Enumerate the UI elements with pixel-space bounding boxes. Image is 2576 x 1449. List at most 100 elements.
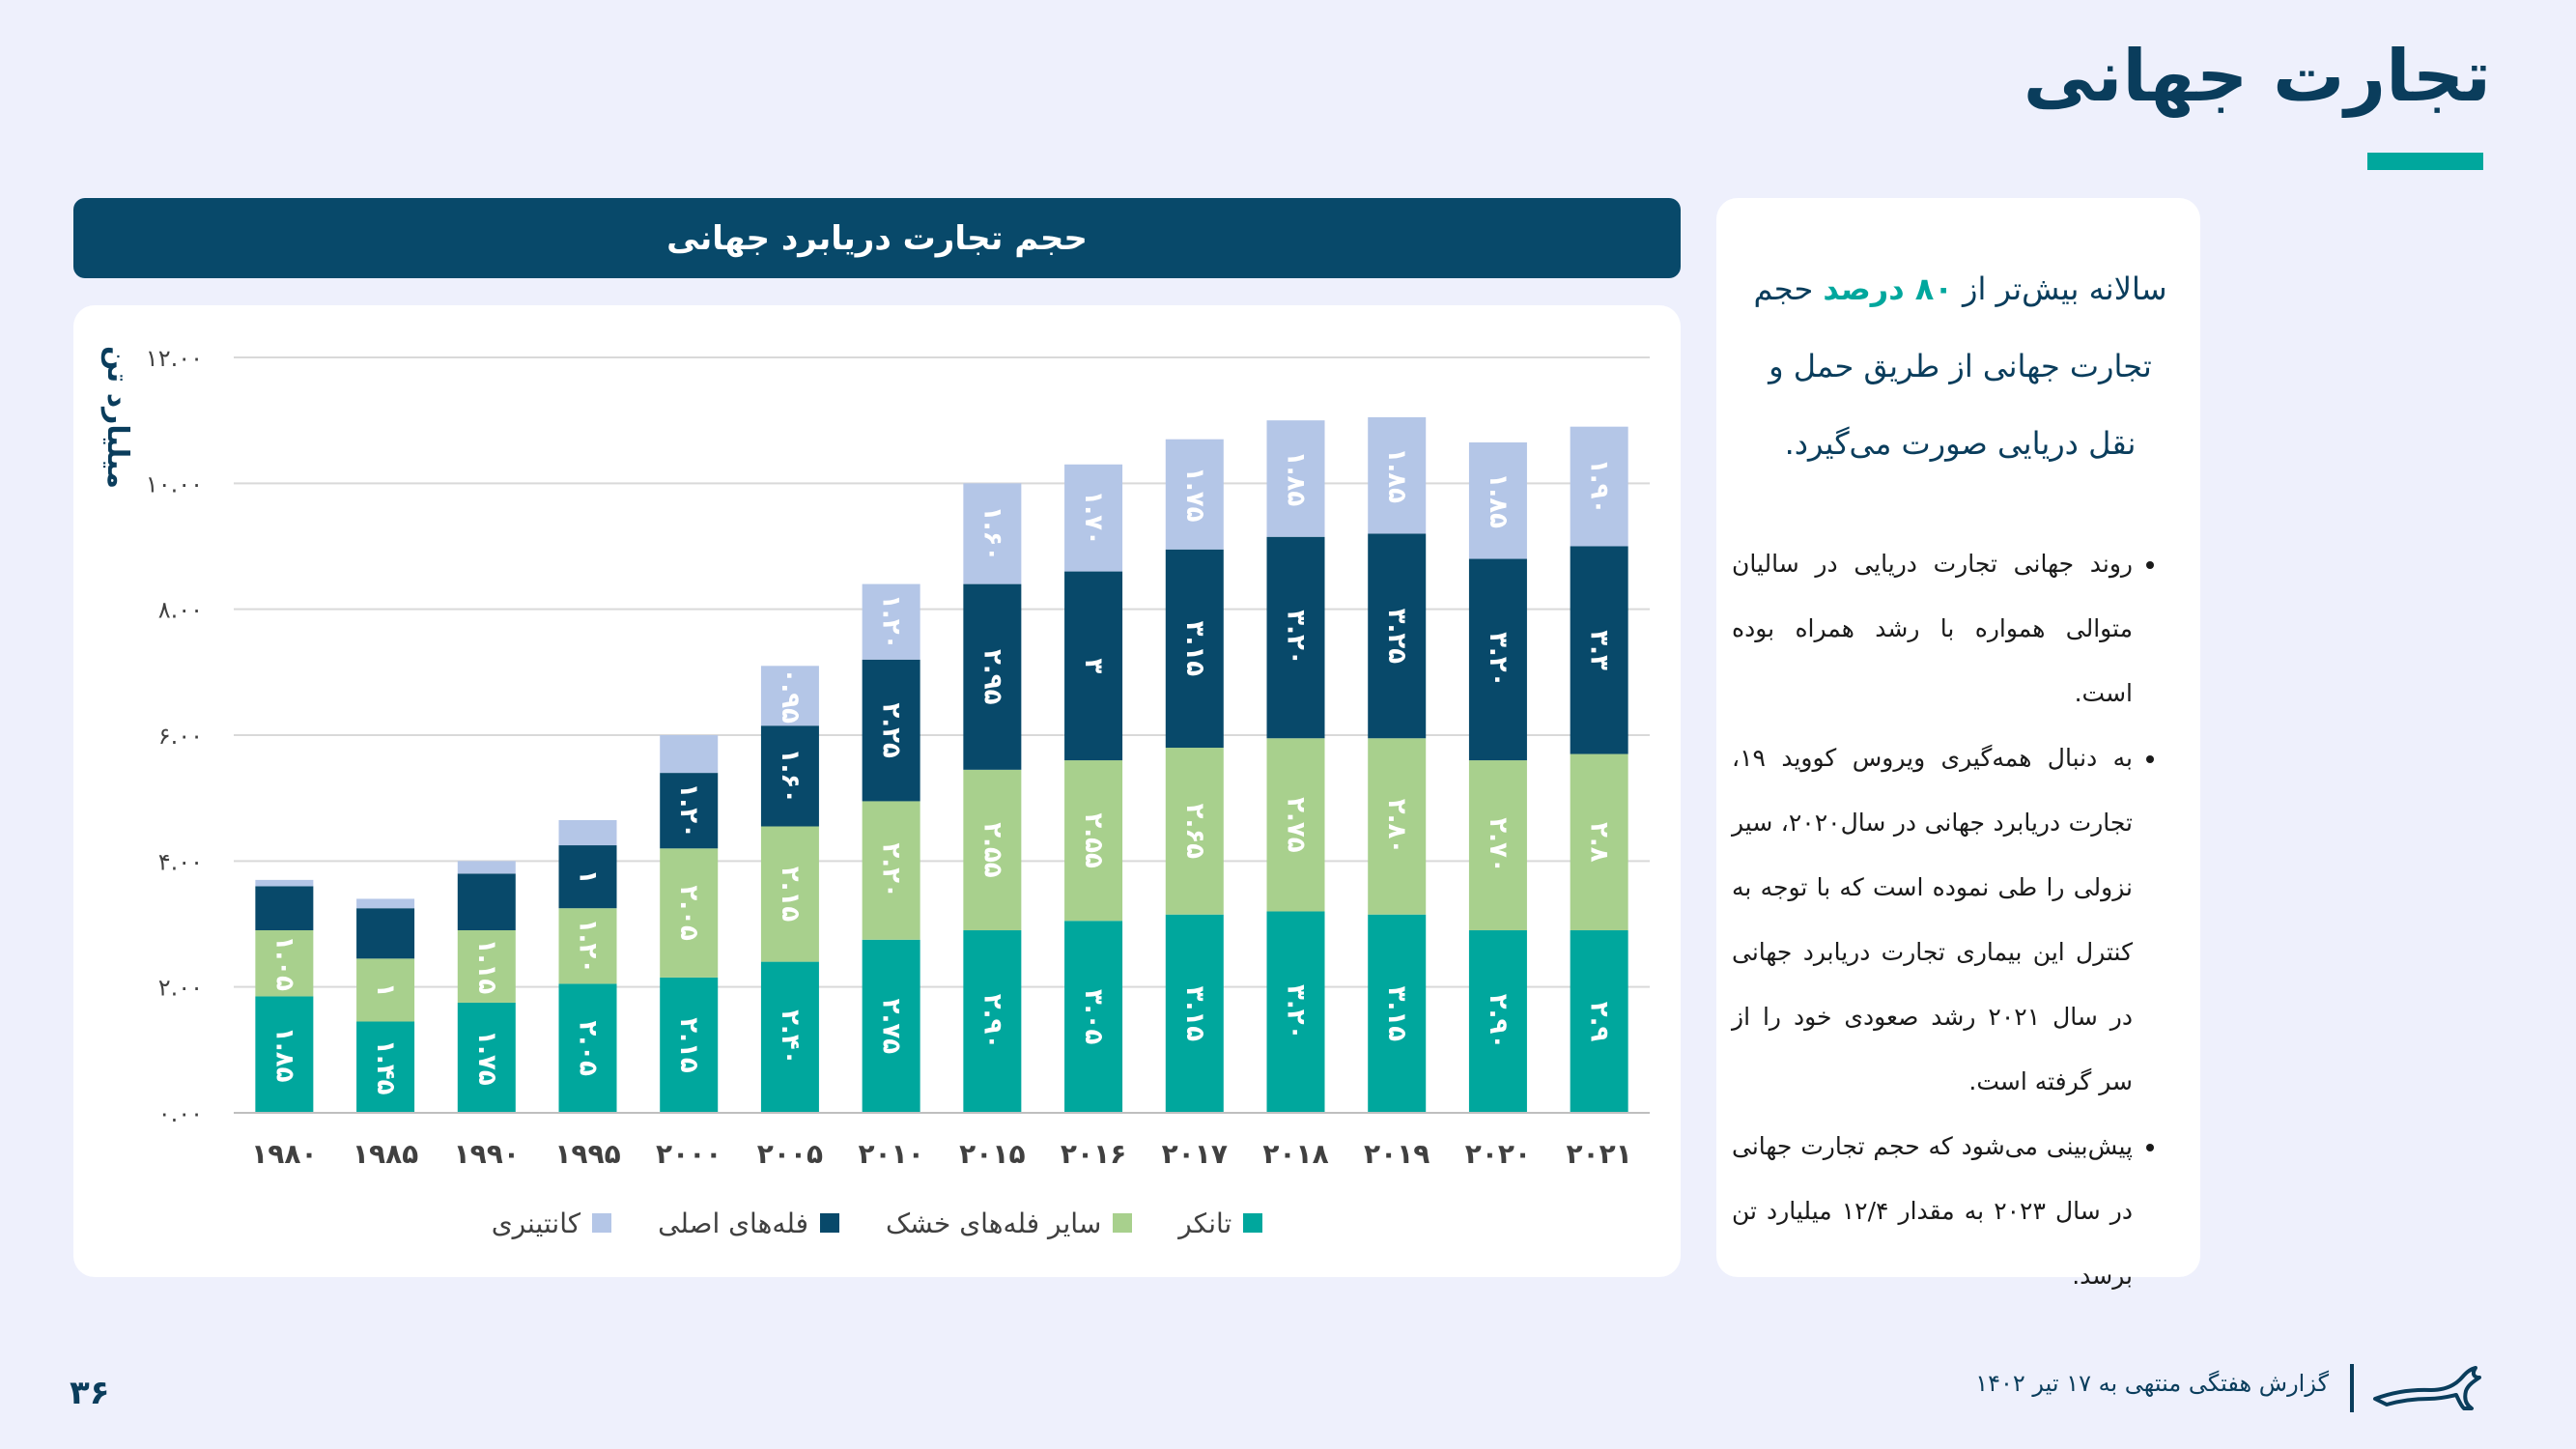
- y-tick-label: ۱۲.۰۰: [146, 345, 203, 372]
- bar-segment: [862, 583, 920, 660]
- x-tick-label: ۲۰۱۵: [959, 1138, 1025, 1170]
- legend-item: تانکر: [1178, 1207, 1263, 1239]
- bar-value-label: ۱.۸۵: [1382, 447, 1411, 503]
- bar-value-label: ۱.۲۰: [877, 594, 906, 649]
- bar-segment: [660, 773, 719, 849]
- bar-segment: [862, 659, 920, 802]
- bar-value-label: ۳.۰۵: [1079, 989, 1108, 1045]
- bar-segment: [660, 848, 719, 978]
- bar-value-label: ۱.۴۵: [371, 1039, 400, 1095]
- bar-value-label: ۲.۴۰: [776, 1009, 805, 1065]
- legend-label: تانکر: [1178, 1207, 1232, 1239]
- bar-value-label: ۱.۲۰: [574, 919, 603, 974]
- bar-segment: [1165, 748, 1224, 915]
- bar-value-label: ۱.۷۵: [472, 1030, 501, 1086]
- x-tick-label: ۱۹۸۰: [251, 1138, 317, 1170]
- chart-legend: تانکر سایر فله‌های خشک فله‌های اصلی کانتینر…: [73, 1202, 1681, 1244]
- x-tick-label: ۲۰۱۰: [858, 1138, 923, 1170]
- bar-segment: [1570, 546, 1628, 754]
- bar-segment: [1064, 464, 1123, 572]
- bar-segment: [1468, 441, 1527, 559]
- bull-logo-icon: [2373, 1366, 2481, 1410]
- page-number: ۳۶: [70, 1374, 110, 1412]
- bar-segment: [356, 958, 415, 1022]
- legend-label: فله‌های اصلی: [658, 1207, 809, 1239]
- bar-value-label: ۳.۱۵: [1382, 986, 1411, 1042]
- chart-card: ۰.۰۰ ۲.۰۰ ۴.۰۰ ۶.۰۰ ۸.۰۰ ۱۰.۰۰ ۱۲.۰۰ میلیارد تن…: [73, 305, 1681, 1277]
- bar-value-label: ۳.۲۵: [1382, 609, 1411, 665]
- chart-header-label: حجم تجارت دریابرد جهانی: [666, 218, 1088, 258]
- legend-item: سایر فله‌های خشک: [886, 1207, 1133, 1239]
- bar-segment: [1468, 930, 1527, 1113]
- x-tick-label: ۲۰۱۶: [1061, 1138, 1126, 1170]
- bar-value-label: ۲.۹۰: [977, 994, 1006, 1049]
- x-tick-label: ۱۹۸۵: [353, 1138, 418, 1170]
- bar-segment: [963, 769, 1022, 931]
- bar-value-label: ۳.۱۵: [1180, 986, 1209, 1042]
- bar-value-label: ۱: [371, 982, 400, 998]
- summary-card: سالانه بیش‌تر از ۸۰ درصد حجم تجارت جهانی…: [1716, 198, 2200, 1290]
- bar-segment: [963, 483, 1022, 584]
- bar-segment: [457, 861, 516, 874]
- bar-value-label: ۱.۸۵: [1282, 451, 1311, 507]
- bullet-item: پیش‌بینی می‌شود که حجم تجارت جهانی در سا…: [1732, 1114, 2133, 1308]
- bar-segment: [1468, 558, 1527, 761]
- x-tick-label: ۱۹۹۵: [554, 1138, 620, 1170]
- bar-value-label: ۱.۶۰: [776, 749, 805, 804]
- x-tick-label: ۱۹۹۰: [454, 1138, 520, 1170]
- bar-value-label: ۱.۰۵: [269, 935, 298, 991]
- bar-segment: [1368, 738, 1427, 915]
- x-tick-label: ۲۰۱۸: [1262, 1138, 1328, 1170]
- bar-value-label: ۱.۶۰: [977, 506, 1006, 561]
- bar-value-label: ۱.۷۰: [1079, 490, 1108, 545]
- legend-label: کانتینری: [491, 1207, 581, 1239]
- bar-value-label: ۱.۱۵: [472, 939, 501, 995]
- bar-segment: [1468, 760, 1527, 931]
- y-tick-label: ۱۰.۰۰: [146, 470, 203, 497]
- bar-segment: [255, 996, 314, 1113]
- bar-segment: [963, 930, 1022, 1113]
- bar-segment: [1368, 416, 1427, 534]
- bar-value-label: ۲.۱۵: [674, 1017, 703, 1073]
- bar-segment: [862, 801, 920, 940]
- bar-segment: [1266, 536, 1325, 739]
- legend-label: سایر فله‌های خشک: [886, 1207, 1102, 1239]
- bar-value-label: ۱.۸۵: [1484, 473, 1513, 529]
- legend-swatch: [1113, 1213, 1133, 1233]
- bar-segment: [255, 930, 314, 997]
- footer-report-title: گزارش هفتگی منتهی به ۱۷ تیر ۱۴۰۲: [1975, 1370, 2329, 1397]
- bar-segment: [558, 908, 617, 984]
- bar-value-label: ۲.۹۵: [977, 649, 1006, 705]
- bar-value-label: ۱.۲۰: [674, 782, 703, 838]
- bar-value-label: ۳: [1079, 658, 1108, 673]
- bar-value-label: ۲.۹: [1585, 1002, 1614, 1042]
- intro-text-pre: سالانه بیش‌تر از: [1952, 270, 2167, 307]
- bar-segment: [1368, 533, 1427, 739]
- bar-segment: [255, 879, 314, 887]
- bar-segment: [760, 725, 819, 827]
- bar-value-label: ۲.۷۵: [1282, 797, 1311, 853]
- x-tick-label: ۲۰۲۰: [1465, 1138, 1531, 1170]
- bar-segment: [558, 819, 617, 846]
- bar-segment: [1165, 549, 1224, 749]
- bar-value-label: ۲.۲۰: [877, 842, 906, 897]
- legend-swatch: [820, 1213, 840, 1233]
- bar-segment: [1368, 914, 1427, 1113]
- chart-header: حجم تجارت دریابرد جهانی: [73, 198, 1681, 278]
- bar-segment: [862, 939, 920, 1113]
- bar-value-label: ۳.۲۰: [1282, 610, 1311, 665]
- bar-segment: [660, 735, 719, 774]
- bar-segment: [457, 930, 516, 1003]
- y-tick-label: ۸.۰۰: [158, 597, 203, 624]
- bar-value-label: ۱.۸۵: [269, 1027, 298, 1083]
- bar-segment: [356, 908, 415, 959]
- x-tick-label: ۲۰۰۵: [757, 1138, 823, 1170]
- intro-text-post: حجم تجارت جهانی از طریق حمل و نقل دریایی…: [1753, 270, 2152, 462]
- x-tick-label: ۲۰۱۹: [1364, 1138, 1430, 1170]
- y-tick-label: ۲.۰۰: [158, 975, 203, 1002]
- bar-value-label: ۳.۲۰: [1282, 984, 1311, 1039]
- bar-value-label: ۲.۵۵: [1079, 812, 1108, 868]
- legend-swatch: [1243, 1213, 1263, 1233]
- x-tick-label: ۲۰۲۱: [1566, 1138, 1631, 1170]
- bar-segment: [356, 898, 415, 909]
